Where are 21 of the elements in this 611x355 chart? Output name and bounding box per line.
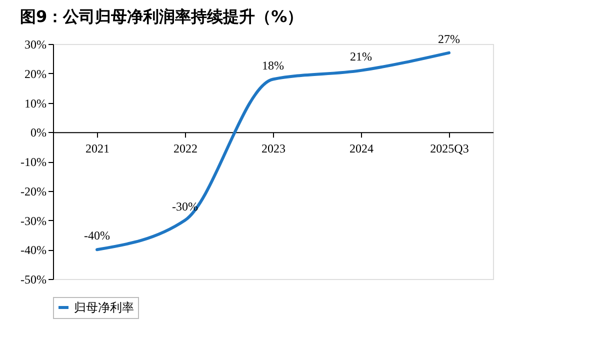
data-label: 21%	[350, 49, 372, 64]
data-label: 27%	[438, 32, 460, 46]
y-tick-label: -50%	[20, 272, 46, 286]
data-label: 18%	[262, 58, 284, 72]
y-tick-label: 20%	[24, 66, 46, 81]
y-tick-label: -10%	[20, 155, 46, 169]
y-tick-label: -20%	[20, 184, 46, 198]
x-tick-label: 2024	[350, 142, 374, 156]
y-tick-label: 30%	[24, 38, 46, 52]
y-tick-label: -30%	[20, 214, 46, 228]
y-tick-label: 10%	[24, 96, 46, 110]
x-tick-label: 2022	[174, 142, 198, 156]
y-tick-label: -40%	[20, 243, 46, 258]
x-tick-label: 2025Q3	[430, 142, 469, 156]
chart-title: 图9：公司归母净利润率持续提升（%）	[20, 6, 304, 26]
y-tick-label: 0%	[30, 126, 46, 140]
x-tick-label: 2023	[262, 142, 286, 156]
data-label: -40%	[84, 228, 110, 243]
data-label: -30%	[172, 199, 198, 214]
legend-label: 归母净利率	[74, 300, 134, 314]
x-tick-label: 2021	[86, 142, 110, 156]
